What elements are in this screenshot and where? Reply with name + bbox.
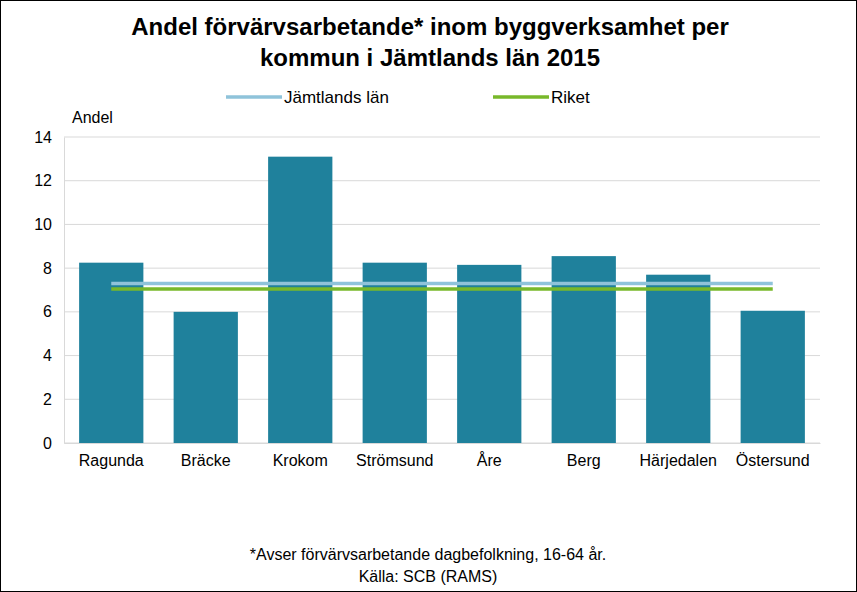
x-tick: Bräcke: [181, 443, 231, 469]
title: Andel förvärvsarbetande* inom byggverksa…: [131, 13, 729, 40]
title: kommun i Jämtlands län 2015: [260, 44, 600, 71]
y-tick-label: 0: [43, 435, 52, 452]
x-tick-label: Bräcke: [181, 452, 231, 469]
legend-label: Riket: [551, 88, 590, 107]
legend-label: Jämtlands län: [284, 88, 389, 107]
y-tick: 2: [43, 391, 64, 408]
x-tick-label: Ragunda: [79, 452, 144, 469]
grid-line: [64, 268, 820, 269]
x-tick-label: Härjedalen: [640, 452, 717, 469]
y-tick: 14: [34, 129, 64, 146]
grid-line: [64, 137, 820, 138]
x-tick: Ragunda: [79, 443, 144, 469]
x-tick: Östersund: [736, 443, 810, 469]
y-axis-title: Andel: [72, 109, 113, 126]
reference-line: [111, 282, 773, 286]
x-tick: Härjedalen: [640, 443, 717, 469]
y-tick-label: 12: [34, 172, 52, 189]
y-tick: 6: [43, 303, 64, 320]
x-tick-label: Östersund: [736, 452, 810, 469]
grid-line: [64, 224, 820, 225]
y-tick: 10: [34, 216, 64, 233]
y-tick-label: 14: [34, 129, 52, 146]
y-axis-line: [64, 138, 65, 444]
y-tick: 12: [34, 172, 64, 189]
y-tick-label: 4: [43, 347, 52, 364]
x-tick: Krokom: [273, 443, 328, 469]
x-tick-label: Strömsund: [356, 452, 433, 469]
y-axis: 0 2 4 6 8 10 12 14: [34, 129, 64, 452]
y-tick-label: 10: [34, 216, 52, 233]
grid-line: [64, 180, 820, 181]
x-tick-label: Åre: [477, 451, 502, 469]
x-axis-line: [65, 443, 821, 444]
x-tick: Åre: [477, 443, 502, 469]
reference-line: [111, 287, 773, 291]
frame: [1, 1, 857, 592]
x-tick-label: Krokom: [273, 452, 328, 469]
y-tick: 4: [43, 347, 64, 364]
footnote: *Avser förvärvsarbetande dagbefolkning, …: [250, 546, 606, 563]
y-tick-label: 6: [43, 303, 52, 320]
x-tick-label: Berg: [567, 452, 601, 469]
y-tick: 0: [43, 435, 64, 452]
legend-swatch: [493, 95, 549, 99]
x-axis: Ragunda Bräcke Krokom Strömsund Åre Berg Härje…: [65, 443, 821, 469]
legend-swatch: [226, 95, 282, 99]
y-tick-label: 2: [43, 391, 52, 408]
y-tick: 8: [43, 260, 64, 277]
bar: [457, 265, 521, 443]
bar: [741, 311, 805, 443]
x-tick: Berg: [567, 443, 601, 469]
grid: [64, 137, 820, 443]
bar: [268, 157, 332, 443]
x-tick: Strömsund: [356, 443, 433, 469]
bar: [646, 275, 710, 443]
footnote: Källa: SCB (RAMS): [359, 568, 498, 585]
y-tick-label: 8: [43, 260, 52, 277]
legend: Jämtlands län Riket: [226, 88, 590, 107]
bar: [174, 312, 238, 443]
plot-area: [79, 157, 805, 443]
